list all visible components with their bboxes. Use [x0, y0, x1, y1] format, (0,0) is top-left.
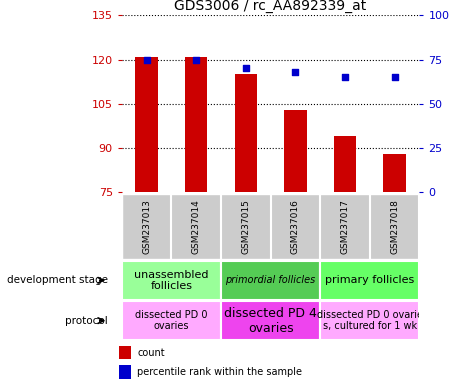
Text: GSM237016: GSM237016 [291, 199, 300, 254]
Bar [221, 261, 320, 300]
Bar [185, 56, 207, 192]
Text: GSM237014: GSM237014 [192, 199, 201, 254]
Bar [122, 261, 221, 300]
Text: dissected PD 0 ovarie
s, cultured for 1 wk: dissected PD 0 ovarie s, cultured for 1 … [317, 310, 423, 331]
Point [143, 56, 150, 63]
Bar [122, 301, 221, 340]
Bar [119, 365, 131, 379]
Point [193, 56, 200, 63]
Text: GSM237015: GSM237015 [241, 199, 250, 254]
Text: count: count [137, 348, 165, 358]
Point [391, 74, 398, 80]
Point [341, 74, 349, 80]
Text: primordial follicles: primordial follicles [226, 275, 316, 285]
Text: protocol: protocol [65, 316, 108, 326]
Bar [119, 346, 131, 359]
Bar [383, 154, 406, 192]
Point [242, 65, 249, 71]
Text: primary follicles: primary follicles [325, 275, 414, 285]
Text: dissected PD 4
ovaries: dissected PD 4 ovaries [224, 307, 317, 334]
Text: GSM237018: GSM237018 [390, 199, 399, 254]
Title: GDS3006 / rc_AA892339_at: GDS3006 / rc_AA892339_at [175, 0, 367, 13]
Bar [221, 301, 320, 340]
Text: dissected PD 0
ovaries: dissected PD 0 ovaries [135, 310, 207, 331]
Bar [320, 301, 419, 340]
Text: GSM237017: GSM237017 [341, 199, 350, 254]
Text: GSM237013: GSM237013 [142, 199, 151, 254]
Text: unassembled
follicles: unassembled follicles [134, 270, 209, 291]
Text: development stage: development stage [7, 275, 108, 285]
Point [292, 69, 299, 75]
Text: percentile rank within the sample: percentile rank within the sample [137, 367, 302, 377]
Bar [235, 74, 257, 192]
Bar [135, 56, 158, 192]
Bar [334, 136, 356, 192]
Bar [320, 261, 419, 300]
Bar [284, 109, 307, 192]
